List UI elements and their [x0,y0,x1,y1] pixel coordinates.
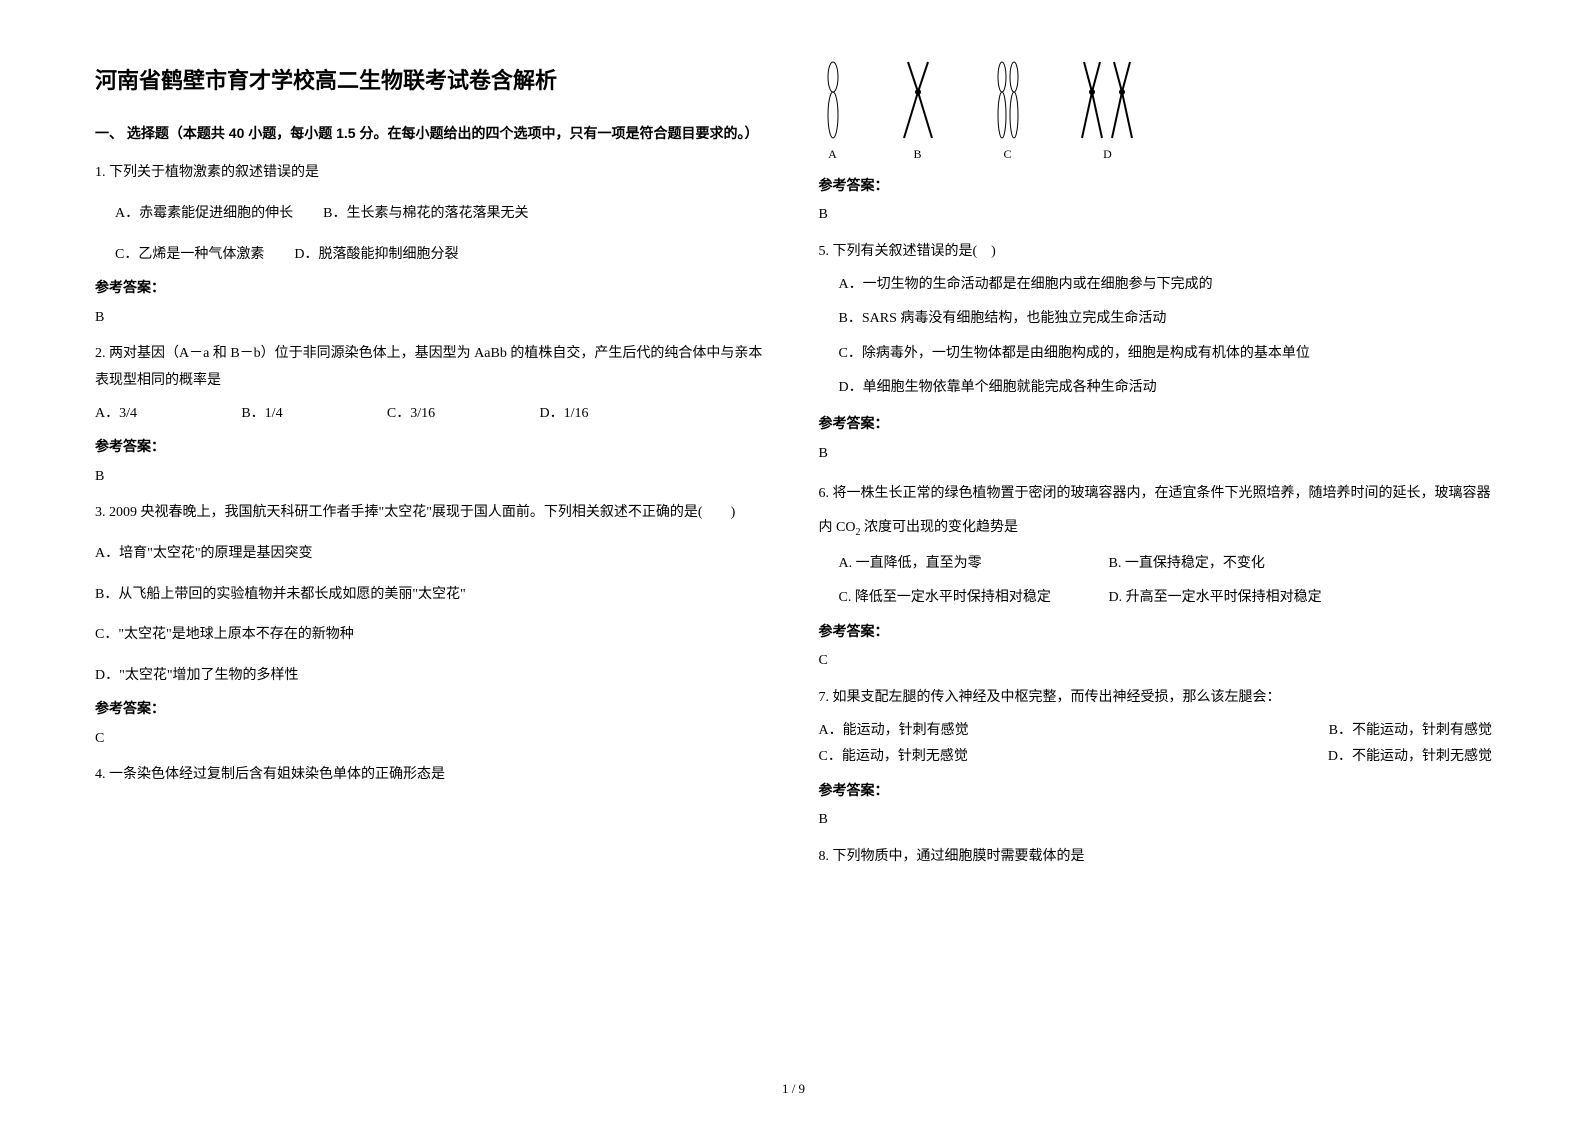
q2-options: A．3/4 B．1/4 C．3/16 D．1/16 [95,401,769,428]
q6-row2: C. 降低至一定水平时保持相对稳定 D. 升高至一定水平时保持相对稳定 [839,585,1493,612]
q5-answer-label: 参考答案： [819,410,1493,437]
q2-answer: B [95,464,769,491]
q6-optD: D. 升高至一定水平时保持相对稳定 [1109,585,1322,612]
q5-answer: B [819,441,1493,468]
q1-optC: C．乙烯是一种气体激素 [115,242,264,269]
q7-optA: A．能运动，针刺有感觉 [819,718,969,745]
q5-optA: A．一切生物的生命活动都是在细胞内或在细胞参与下完成的 [839,272,1493,299]
q2-optB: B．1/4 [241,401,282,428]
q5-optD: D．单细胞生物依靠单个细胞就能完成各种生命活动 [839,375,1493,402]
q4-answer-label: 参考答案： [819,172,1493,199]
q1-text: 1. 下列关于植物激素的叙述错误的是 [95,160,769,187]
q4-text: 4. 一条染色体经过复制后含有姐妹染色单体的正确形态是 [95,762,769,789]
q6-answer: C [819,648,1493,675]
question-3: 3. 2009 央视春晚上，我国航天科研工作者手捧"太空花"展现于国人面前。下列… [95,500,769,752]
chromosome-b-icon [898,60,938,140]
q1-options-row1: A．赤霉素能促进细胞的伸长 B．生长素与棉花的落花落果无关 [115,201,769,228]
chromo-A: A [823,60,843,166]
chromo-D-label: D [1103,143,1112,166]
q7-row1: A．能运动，针刺有感觉 B．不能运动，针刺有感觉 [819,718,1493,745]
q7-answer-label: 参考答案： [819,777,1493,804]
q7-optD: D．不能运动，针刺无感觉 [1328,744,1492,771]
q3-answer-label: 参考答案： [95,695,769,722]
q3-optA: A．培育"太空花"的原理是基因突变 [95,541,769,568]
question-4: 4. 一条染色体经过复制后含有姐妹染色单体的正确形态是 [95,762,769,789]
chromo-A-label: A [828,143,837,166]
chromo-B: B [898,60,938,166]
chromo-C-label: C [1003,143,1011,166]
question-7: 7. 如果支配左腿的传入神经及中枢完整，而传出神经受损，那么该左腿会： A．能运… [819,685,1493,834]
q3-text: 3. 2009 央视春晚上，我国航天科研工作者手捧"太空花"展现于国人面前。下列… [95,500,769,527]
chromo-D: D [1078,60,1138,166]
q6-optA: A. 一直降低，直至为零 [839,551,1109,578]
q8-text: 8. 下列物质中，通过细胞膜时需要载体的是 [819,844,1493,871]
question-8: 8. 下列物质中，通过细胞膜时需要载体的是 [819,844,1493,871]
question-1: 1. 下列关于植物激素的叙述错误的是 A．赤霉素能促进细胞的伸长 B．生长素与棉… [95,160,769,331]
q6-optC: C. 降低至一定水平时保持相对稳定 [839,585,1109,612]
q1-optD: D．脱落酸能抑制细胞分裂 [294,242,458,269]
q3-answer: C [95,726,769,753]
chromosome-a-icon [823,60,843,140]
q7-row2: C．能运动，针刺无感觉 D．不能运动，针刺无感觉 [819,744,1493,771]
right-column: A B C [819,60,1493,1092]
chromo-C: C [993,60,1023,166]
q7-text: 7. 如果支配左腿的传入神经及中枢完整，而传出神经受损，那么该左腿会： [819,685,1493,712]
chromosome-d-icon [1078,60,1138,140]
q1-options-row2: C．乙烯是一种气体激素 D．脱落酸能抑制细胞分裂 [115,242,769,269]
chromosome-c-icon [993,60,1023,140]
q2-optA: A．3/4 [95,401,137,428]
page-number: 1 / 9 [782,1081,805,1097]
q5-optB: B．SARS 病毒没有细胞结构，也能独立完成生命活动 [839,306,1493,333]
q7-optB: B．不能运动，针刺有感觉 [1329,718,1492,745]
chromo-B-label: B [913,143,921,166]
q2-optC: C．3/16 [387,401,435,428]
q6-text-part2: 浓度可出现的变化趋势是 [860,520,1018,535]
question-6: 6. 将一株生长正常的绿色植物置于密闭的玻璃容器内，在适宜条件下光照培养，随培养… [819,477,1493,675]
q6-row1: A. 一直降低，直至为零 B. 一直保持稳定，不变化 [839,551,1493,578]
q1-answer: B [95,305,769,332]
left-column: 河南省鹤壁市育才学校高二生物联考试卷含解析 一、 选择题（本题共 40 小题，每… [95,60,769,1092]
q6-answer-label: 参考答案： [819,618,1493,645]
q3-optD: D．"太空花"增加了生物的多样性 [95,663,769,690]
q3-optC: C．"太空花"是地球上原本不存在的新物种 [95,622,769,649]
q3-optB: B．从飞船上带回的实验植物并未都长成如愿的美丽"太空花" [95,582,769,609]
chromosome-diagram: A B C [819,60,1493,166]
question-2: 2. 两对基因（A－a 和 B－b）位于非同源染色体上，基因型为 AaBb 的植… [95,341,769,490]
q1-optB: B．生长素与棉花的落花落果无关 [323,201,528,228]
section-header: 一、 选择题（本题共 40 小题，每小题 1.5 分。在每小题给出的四个选项中，… [95,120,769,147]
exam-title: 河南省鹤壁市育才学校高二生物联考试卷含解析 [95,60,769,102]
q4-answer: B [819,202,1493,229]
q6-text: 6. 将一株生长正常的绿色植物置于密闭的玻璃容器内，在适宜条件下光照培养，随培养… [819,477,1493,544]
q1-answer-label: 参考答案： [95,274,769,301]
q5-optC: C．除病毒外，一切生物体都是由细胞构成的，细胞是构成有机体的基本单位 [839,341,1493,368]
q2-answer-label: 参考答案： [95,433,769,460]
q5-text: 5. 下列有关叙述错误的是( ) [819,239,1493,266]
question-5: 5. 下列有关叙述错误的是( ) A．一切生物的生命活动都是在细胞内或在细胞参与… [819,239,1493,467]
q7-answer: B [819,807,1493,834]
q6-optB: B. 一直保持稳定，不变化 [1109,551,1265,578]
q7-optC: C．能运动，针刺无感觉 [819,744,968,771]
q1-optA: A．赤霉素能促进细胞的伸长 [115,201,293,228]
q2-text: 2. 两对基因（A－a 和 B－b）位于非同源染色体上，基因型为 AaBb 的植… [95,341,769,394]
q2-optD: D．1/16 [540,401,589,428]
